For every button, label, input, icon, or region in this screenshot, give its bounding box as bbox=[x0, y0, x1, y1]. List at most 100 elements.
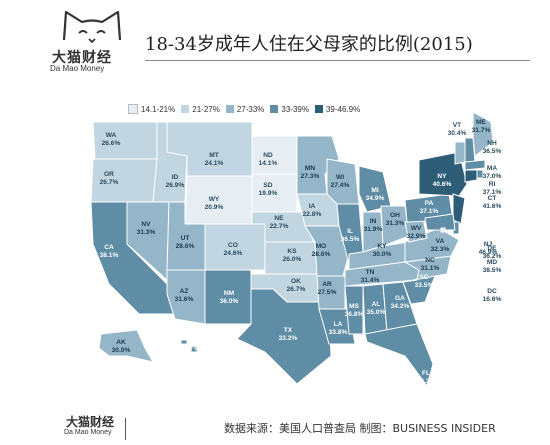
state-az bbox=[166, 269, 206, 325]
state-value-ri: 37.1% bbox=[483, 189, 502, 196]
state-value-ak: 30.0% bbox=[112, 347, 131, 354]
state-tx bbox=[236, 288, 332, 385]
state-label-ri: RI bbox=[489, 181, 496, 188]
state-label-ny: NY bbox=[437, 173, 447, 180]
legend-swatch bbox=[181, 105, 190, 113]
state-label-nj: NJ bbox=[484, 241, 493, 248]
state-label-id: ID bbox=[172, 174, 179, 181]
logo-english-text: Da Mao Money bbox=[50, 64, 105, 73]
state-label-ok: OK bbox=[291, 278, 301, 285]
state-label-mi: MI bbox=[371, 187, 378, 194]
legend-item: 21-27% bbox=[181, 104, 220, 114]
state-label-ut: UT bbox=[181, 235, 190, 242]
legend-label: 33-39% bbox=[281, 104, 309, 114]
state-value-nh: 36.5% bbox=[483, 148, 502, 155]
state-value-sd: 19.9% bbox=[259, 190, 278, 197]
state-label-ct: CT bbox=[488, 195, 497, 202]
state-label-fl: FL bbox=[422, 370, 430, 377]
state-value-ar: 27.5% bbox=[318, 289, 337, 296]
state-label-al: AL bbox=[372, 301, 381, 308]
state-value-wv: 32.9% bbox=[407, 233, 426, 240]
state-value-in: 31.9% bbox=[364, 226, 383, 233]
state-label-la: LA bbox=[334, 321, 343, 328]
state-label-tx: TX bbox=[284, 327, 293, 334]
state-value-dc: 16.6% bbox=[483, 296, 502, 303]
state-value-co: 24.6% bbox=[224, 250, 243, 257]
state-label-in: IN bbox=[370, 218, 377, 225]
state-label-ak: AK bbox=[116, 339, 126, 346]
legend-swatch bbox=[225, 105, 234, 113]
state-mi bbox=[358, 165, 392, 213]
state-value-al: 35.0% bbox=[367, 309, 386, 316]
state-value-ma: 37.0% bbox=[483, 173, 502, 180]
state-label-me: ME bbox=[476, 119, 486, 126]
footer: 大猫财经 Da Mao Money 数据来源：美国人口普查局 制图：BUSINE… bbox=[0, 412, 550, 445]
header: 大猫财经 Da Mao Money 18-34岁成年人住在父母家的比例(2015… bbox=[0, 0, 550, 78]
state-label-ks: KS bbox=[287, 248, 297, 255]
state-value-wi: 27.4% bbox=[331, 182, 350, 189]
state-label-mt: MT bbox=[209, 152, 219, 159]
state-label-sd: SD bbox=[263, 182, 272, 189]
state-label-wy: WY bbox=[209, 196, 220, 203]
legend-item: 27-33% bbox=[225, 104, 265, 114]
state-value-la: 33.8% bbox=[329, 329, 348, 336]
state-value-nm: 36.0% bbox=[220, 298, 239, 305]
title-divider bbox=[145, 60, 530, 61]
state-value-nc: 31.1% bbox=[421, 265, 440, 272]
state-nd bbox=[251, 135, 298, 175]
state-value-me: 31.7% bbox=[472, 127, 491, 134]
state-value-mo: 28.6% bbox=[312, 251, 331, 258]
map-panel: WA 26.6% OR 26.7% CA 38.1% NV 31.3% ID 26.9% MT 24.… bbox=[87, 94, 527, 400]
state-label-va: VA bbox=[436, 238, 445, 245]
legend-item: 39-46.9% bbox=[314, 104, 361, 114]
legend-item: 14.1-21% bbox=[128, 104, 175, 114]
legend-label: 27-33% bbox=[236, 104, 265, 114]
state-value-wy: 20.9% bbox=[205, 204, 224, 211]
state-label-mo: MO bbox=[316, 243, 327, 250]
state-label-or: OR bbox=[104, 171, 114, 178]
state-value-id: 26.9% bbox=[166, 182, 185, 189]
state-label-co: CO bbox=[228, 242, 238, 249]
state-ms bbox=[344, 285, 364, 335]
state-value-de: 36.2% bbox=[483, 253, 502, 260]
logo-chinese-text: 大猫财经 bbox=[52, 50, 112, 66]
legend-item: 33-39% bbox=[270, 104, 309, 114]
state-nh bbox=[464, 137, 476, 163]
page-title: 18-34岁成年人住在父母家的比例(2015) bbox=[145, 34, 473, 55]
legend-label: 39-46.9% bbox=[325, 104, 361, 114]
state-value-ms: 36.8% bbox=[345, 311, 364, 318]
cat-logo-icon bbox=[62, 10, 122, 44]
state-label-ia: IA bbox=[309, 203, 316, 210]
state-label-de: DE bbox=[487, 245, 497, 252]
state-value-fl: 38.3% bbox=[417, 378, 436, 385]
state-value-ct: 41.6% bbox=[483, 203, 502, 210]
map-legend: 14.1-21% 21-27% 27-33% 33-39% 39-46.9% bbox=[128, 104, 360, 114]
state-value-nv: 31.3% bbox=[137, 229, 156, 236]
state-value-nd: 14.1% bbox=[259, 160, 278, 167]
state-ct bbox=[464, 169, 478, 183]
footer-divider bbox=[125, 418, 126, 440]
state-value-mt: 24.1% bbox=[205, 160, 224, 167]
state-value-oh: 31.3% bbox=[386, 220, 405, 227]
state-label-ms: MS bbox=[349, 303, 359, 310]
state-label-md: MD bbox=[487, 259, 497, 266]
state-label-nm: NM bbox=[224, 290, 235, 297]
legend-swatch bbox=[270, 105, 279, 113]
state-value-il: 36.5% bbox=[341, 236, 360, 243]
state-value-mi: 34.9% bbox=[366, 195, 385, 202]
state-value-tx: 33.2% bbox=[279, 335, 298, 342]
state-value-ne: 22.7% bbox=[270, 223, 289, 230]
state-la bbox=[318, 308, 356, 345]
state-label-tn: TN bbox=[366, 269, 375, 276]
state-value-ok: 26.7% bbox=[287, 286, 306, 293]
state-value-ga: 34.2% bbox=[391, 303, 410, 310]
state-label-il: IL bbox=[347, 228, 353, 235]
state-label-nv: NV bbox=[141, 221, 151, 228]
state-value-wa: 26.6% bbox=[102, 140, 121, 147]
state-value-va: 32.3% bbox=[431, 246, 450, 253]
state-ma bbox=[464, 159, 486, 171]
state-label-wi: WI bbox=[336, 174, 344, 181]
state-value-ks: 26.0% bbox=[283, 256, 302, 263]
state-label-mn: MN bbox=[305, 165, 315, 172]
footer-logo-chinese: 大猫财经 bbox=[66, 415, 115, 429]
